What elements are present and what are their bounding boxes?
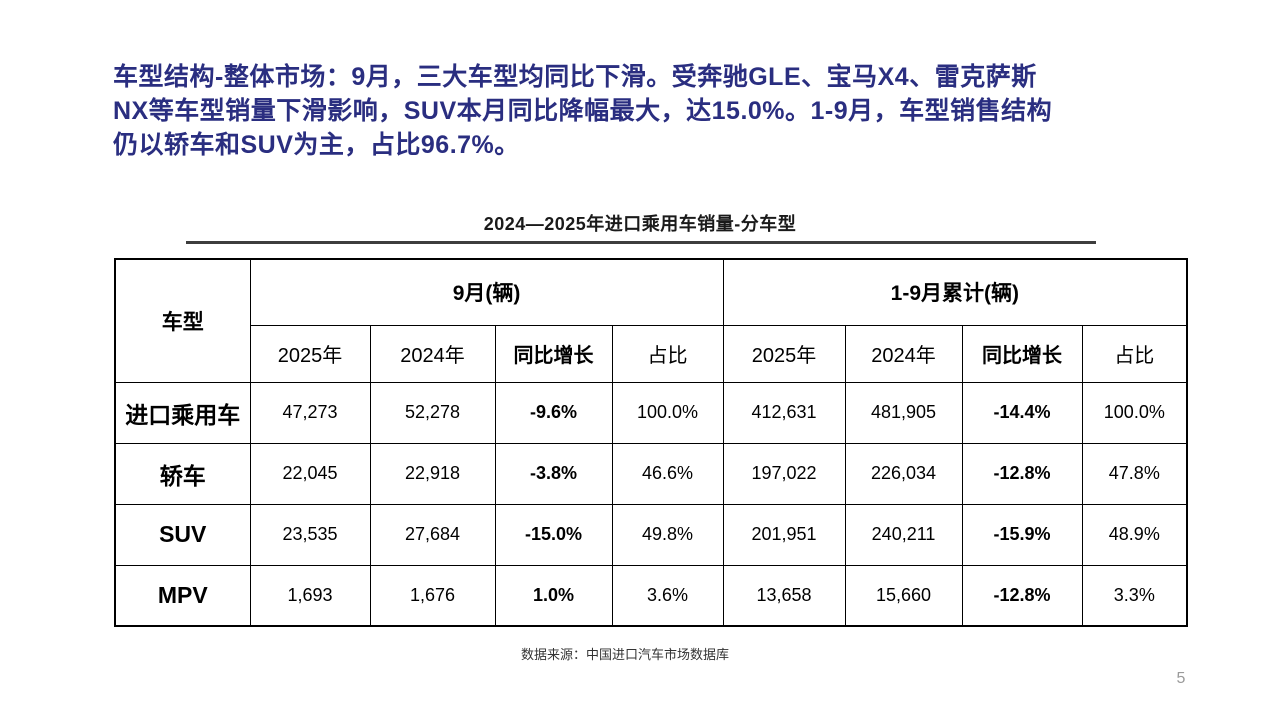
sales-table: 车型 9月(辆) 1-9月累计(辆) 2025年 2024年 同比增长 占比 2… <box>114 258 1189 627</box>
headline-line-2: NX等车型销量下滑影响，SUV本月同比降幅最大，达15.0%。1-9月，车型销售… <box>113 97 1053 125</box>
cell: 23,535 <box>249 503 371 566</box>
cell: 3.3% <box>1081 564 1188 627</box>
cell: 48.9% <box>1081 503 1188 566</box>
cell: 412,631 <box>722 381 846 444</box>
table-row-total: 进口乘用车 47,273 52,278 -9.6% 100.0% 412,631… <box>114 381 1188 444</box>
cell: 226,034 <box>844 442 963 505</box>
title-underline <box>186 241 1096 244</box>
cell: 13,658 <box>722 564 846 627</box>
cell: 46.6% <box>611 442 724 505</box>
cell-yoy: -14.4% <box>961 381 1083 444</box>
cell: 15,660 <box>844 564 963 627</box>
cell-yoy: 1.0% <box>494 564 613 627</box>
cell: 481,905 <box>844 381 963 444</box>
col-group-cumulative: 1-9月累计(辆) <box>722 258 1188 326</box>
col-header-2024-cum: 2024年 <box>844 324 963 383</box>
table-title: 2024—2025年进口乘用车销量-分车型 <box>483 214 797 234</box>
col-group-september: 9月(辆) <box>249 258 724 326</box>
col-header-share-sep: 占比 <box>611 324 724 383</box>
headline-line-1: 车型结构-整体市场：9月，三大车型均同比下滑。受奔驰GLE、宝马X4、雷克萨斯 <box>113 63 1037 91</box>
cell-yoy: -9.6% <box>494 381 613 444</box>
col-header-yoy-sep: 同比增长 <box>494 324 613 383</box>
cell: 22,045 <box>249 442 371 505</box>
cell: 49.8% <box>611 503 724 566</box>
cell: 100.0% <box>1081 381 1188 444</box>
cell-yoy: -3.8% <box>494 442 613 505</box>
cell: 100.0% <box>611 381 724 444</box>
row-label-total: 进口乘用车 <box>114 381 251 444</box>
table-row-sedan: 轿车 22,045 22,918 -3.8% 46.6% 197,022 226… <box>114 442 1188 505</box>
row-label-suv: SUV <box>114 503 251 566</box>
table-row-mpv: MPV 1,693 1,676 1.0% 3.6% 13,658 15,660 … <box>114 564 1188 627</box>
cell-yoy: -12.8% <box>961 564 1083 627</box>
cell: 201,951 <box>722 503 846 566</box>
cell: 47,273 <box>249 381 371 444</box>
cell-yoy: -12.8% <box>961 442 1083 505</box>
row-label-sedan: 轿车 <box>114 442 251 505</box>
cell: 1,676 <box>369 564 496 627</box>
col-header-share-cum: 占比 <box>1081 324 1188 383</box>
page-number: 5 <box>1176 670 1186 687</box>
cell: 3.6% <box>611 564 724 627</box>
col-header-vehicle-type: 车型 <box>114 258 251 383</box>
headline: 车型结构-整体市场：9月，三大车型均同比下滑。受奔驰GLE、宝马X4、雷克萨斯 … <box>113 60 1223 162</box>
cell: 240,211 <box>844 503 963 566</box>
cell: 47.8% <box>1081 442 1188 505</box>
col-header-yoy-cum: 同比增长 <box>961 324 1083 383</box>
cell: 22,918 <box>369 442 496 505</box>
row-label-mpv: MPV <box>114 564 251 627</box>
headline-line-3: 仍以轿车和SUV为主，占比96.7%。 <box>113 131 520 159</box>
cell: 197,022 <box>722 442 846 505</box>
cell-yoy: -15.0% <box>494 503 613 566</box>
col-header-2024-sep: 2024年 <box>369 324 496 383</box>
cell: 27,684 <box>369 503 496 566</box>
cell: 1,693 <box>249 564 371 627</box>
table-row-suv: SUV 23,535 27,684 -15.0% 49.8% 201,951 2… <box>114 503 1188 566</box>
cell: 52,278 <box>369 381 496 444</box>
cell-yoy: -15.9% <box>961 503 1083 566</box>
col-header-2025-sep: 2025年 <box>249 324 371 383</box>
data-source-note: 数据来源：中国进口汽车市场数据库 <box>520 647 729 662</box>
col-header-2025-cum: 2025年 <box>722 324 846 383</box>
